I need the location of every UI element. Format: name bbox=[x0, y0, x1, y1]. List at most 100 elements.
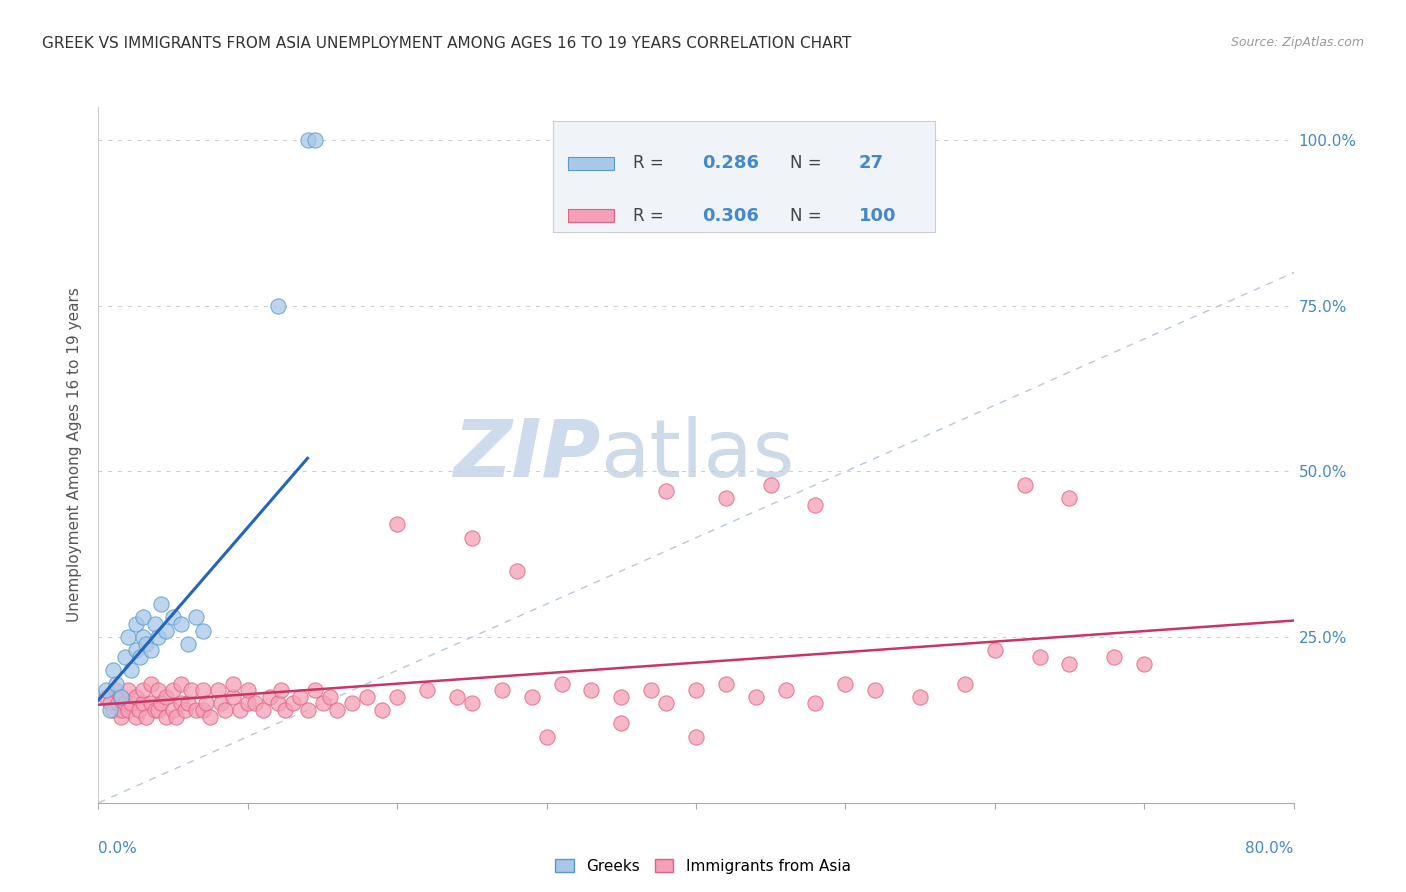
Point bbox=[169, 616, 191, 631]
Point bbox=[150, 697, 173, 711]
Point bbox=[229, 703, 252, 717]
Point bbox=[745, 690, 768, 704]
Point bbox=[385, 690, 409, 704]
Point bbox=[148, 703, 170, 717]
Point bbox=[162, 703, 184, 717]
Point bbox=[195, 697, 218, 711]
Point bbox=[267, 697, 290, 711]
Point bbox=[640, 683, 662, 698]
Point bbox=[319, 690, 342, 704]
Point bbox=[655, 484, 678, 499]
Point bbox=[125, 690, 148, 704]
Point bbox=[117, 703, 139, 717]
Y-axis label: Unemployment Among Ages 16 to 19 years: Unemployment Among Ages 16 to 19 years bbox=[67, 287, 83, 623]
Point bbox=[714, 676, 737, 690]
Point bbox=[169, 676, 191, 690]
Point bbox=[143, 703, 166, 717]
Point bbox=[177, 697, 200, 711]
Text: GREEK VS IMMIGRANTS FROM ASIA UNEMPLOYMENT AMONG AGES 16 TO 19 YEARS CORRELATION: GREEK VS IMMIGRANTS FROM ASIA UNEMPLOYME… bbox=[42, 36, 852, 51]
Point bbox=[865, 683, 887, 698]
Point bbox=[371, 703, 394, 717]
Text: 0.0%: 0.0% bbox=[98, 841, 138, 856]
Point bbox=[610, 690, 633, 704]
Point bbox=[169, 697, 191, 711]
Point bbox=[117, 683, 139, 698]
Point bbox=[804, 697, 827, 711]
Point bbox=[103, 703, 125, 717]
Point bbox=[1104, 650, 1126, 665]
Point bbox=[236, 683, 259, 698]
Point bbox=[105, 676, 128, 690]
Point bbox=[207, 683, 229, 698]
Point bbox=[139, 643, 162, 657]
Point bbox=[107, 697, 129, 711]
Point bbox=[143, 616, 166, 631]
Point bbox=[222, 690, 245, 704]
Point bbox=[297, 703, 319, 717]
Point bbox=[139, 697, 162, 711]
Point bbox=[132, 683, 155, 698]
Point bbox=[114, 697, 136, 711]
Point bbox=[162, 683, 184, 698]
Point bbox=[125, 643, 148, 657]
Point bbox=[288, 690, 311, 704]
Point bbox=[714, 491, 737, 505]
Point bbox=[550, 676, 572, 690]
Point bbox=[984, 643, 1007, 657]
Point bbox=[110, 690, 132, 704]
Point bbox=[128, 703, 150, 717]
Point bbox=[165, 709, 187, 723]
Point bbox=[953, 676, 976, 690]
Text: atlas: atlas bbox=[600, 416, 794, 494]
Point bbox=[267, 299, 290, 313]
Point bbox=[129, 650, 152, 665]
Point bbox=[461, 697, 484, 711]
Point bbox=[155, 690, 177, 704]
Point bbox=[610, 716, 633, 731]
Point bbox=[114, 650, 136, 665]
Point bbox=[191, 703, 214, 717]
Point bbox=[132, 630, 155, 644]
Point bbox=[236, 697, 259, 711]
Point bbox=[356, 690, 378, 704]
Point bbox=[117, 630, 139, 644]
Point bbox=[274, 703, 297, 717]
Point bbox=[416, 683, 439, 698]
Point bbox=[98, 703, 122, 717]
Point bbox=[222, 676, 245, 690]
Point bbox=[155, 709, 177, 723]
Point bbox=[132, 610, 155, 624]
Point bbox=[135, 637, 157, 651]
Point bbox=[685, 730, 707, 744]
Point bbox=[1028, 650, 1050, 665]
Point bbox=[132, 697, 155, 711]
Point bbox=[191, 624, 214, 638]
Point bbox=[581, 683, 603, 698]
Point bbox=[94, 690, 117, 704]
Point bbox=[685, 683, 707, 698]
Point bbox=[245, 697, 267, 711]
Point bbox=[111, 703, 134, 717]
Point bbox=[1014, 477, 1036, 491]
Point bbox=[155, 624, 177, 638]
Point bbox=[446, 690, 468, 704]
Point bbox=[311, 697, 333, 711]
Point bbox=[120, 663, 142, 677]
Point bbox=[1059, 491, 1081, 505]
Point bbox=[385, 517, 409, 532]
Legend: Greeks, Immigrants from Asia: Greeks, Immigrants from Asia bbox=[550, 853, 856, 880]
Point bbox=[304, 133, 326, 147]
Point bbox=[1059, 657, 1081, 671]
Point bbox=[655, 697, 678, 711]
Point bbox=[184, 610, 207, 624]
Point bbox=[184, 703, 207, 717]
Point bbox=[252, 703, 274, 717]
Point bbox=[94, 683, 117, 698]
Point bbox=[120, 697, 142, 711]
Point bbox=[177, 637, 200, 651]
Text: 80.0%: 80.0% bbox=[1246, 841, 1294, 856]
Point bbox=[214, 703, 236, 717]
Point bbox=[775, 683, 797, 698]
Point bbox=[105, 683, 128, 698]
Text: Source: ZipAtlas.com: Source: ZipAtlas.com bbox=[1230, 36, 1364, 49]
